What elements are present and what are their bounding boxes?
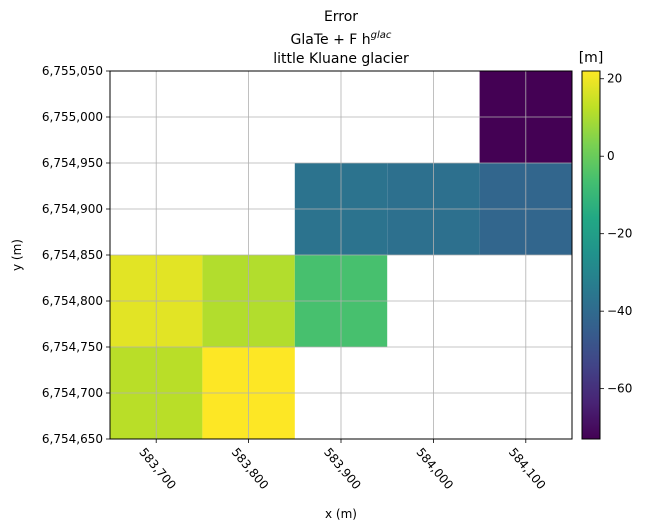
title-superscript: glac [371,30,392,41]
colorbar-tick-label-2: −20 [607,227,632,241]
y-tick-label-5: 6,754,900 [42,202,103,216]
colorbar-tick-label-0: 20 [607,72,622,86]
colorbar-tick-label-4: −60 [607,382,632,396]
y-tick-label-2: 6,754,750 [42,340,103,354]
y-axis-label: y (m) [10,239,24,271]
title-line-2: GlaTe + F hglac [291,30,392,48]
x-tick-label-3: 584,000 [413,445,456,492]
x-tick-label-4: 584,100 [506,445,549,492]
y-tick-label-0: 6,754,650 [42,432,103,446]
y-tick-label-8: 6,755,050 [42,64,103,78]
x-tick-label-1: 583,800 [229,445,272,492]
y-tick-label-6: 6,754,950 [42,156,103,170]
title-line-1: Error [324,9,358,25]
colorbar-frame [581,70,601,440]
colorbar-gradient [582,71,600,439]
colorbar-label: [m] [579,50,604,66]
x-tick-label-0: 583,700 [136,445,179,492]
title-line-2-main: GlaTe + F h [291,32,371,48]
colorbar-tick-label-1: 0 [607,149,615,163]
y-axis-ticks: 6,754,650 6,754,700 6,754,750 6,754,800 6,75… [42,64,110,446]
colorbar-tick-label-3: −40 [607,304,632,318]
y-tick-label-7: 6,755,000 [42,110,103,124]
y-tick-label-4: 6,754,850 [42,248,103,262]
colorbar-ticks: 20 0 −20 −40 −60 [600,72,632,396]
y-tick-label-3: 6,754,800 [42,294,103,308]
x-tick-label-2: 583,900 [321,445,364,492]
y-tick-label-1: 6,754,700 [42,386,103,400]
x-axis-ticks: 583,700 583,800 583,900 584,000 584,100 [136,439,548,492]
title-line-3: little Kluane glacier [273,51,409,67]
x-axis-label: x (m) [325,507,357,521]
